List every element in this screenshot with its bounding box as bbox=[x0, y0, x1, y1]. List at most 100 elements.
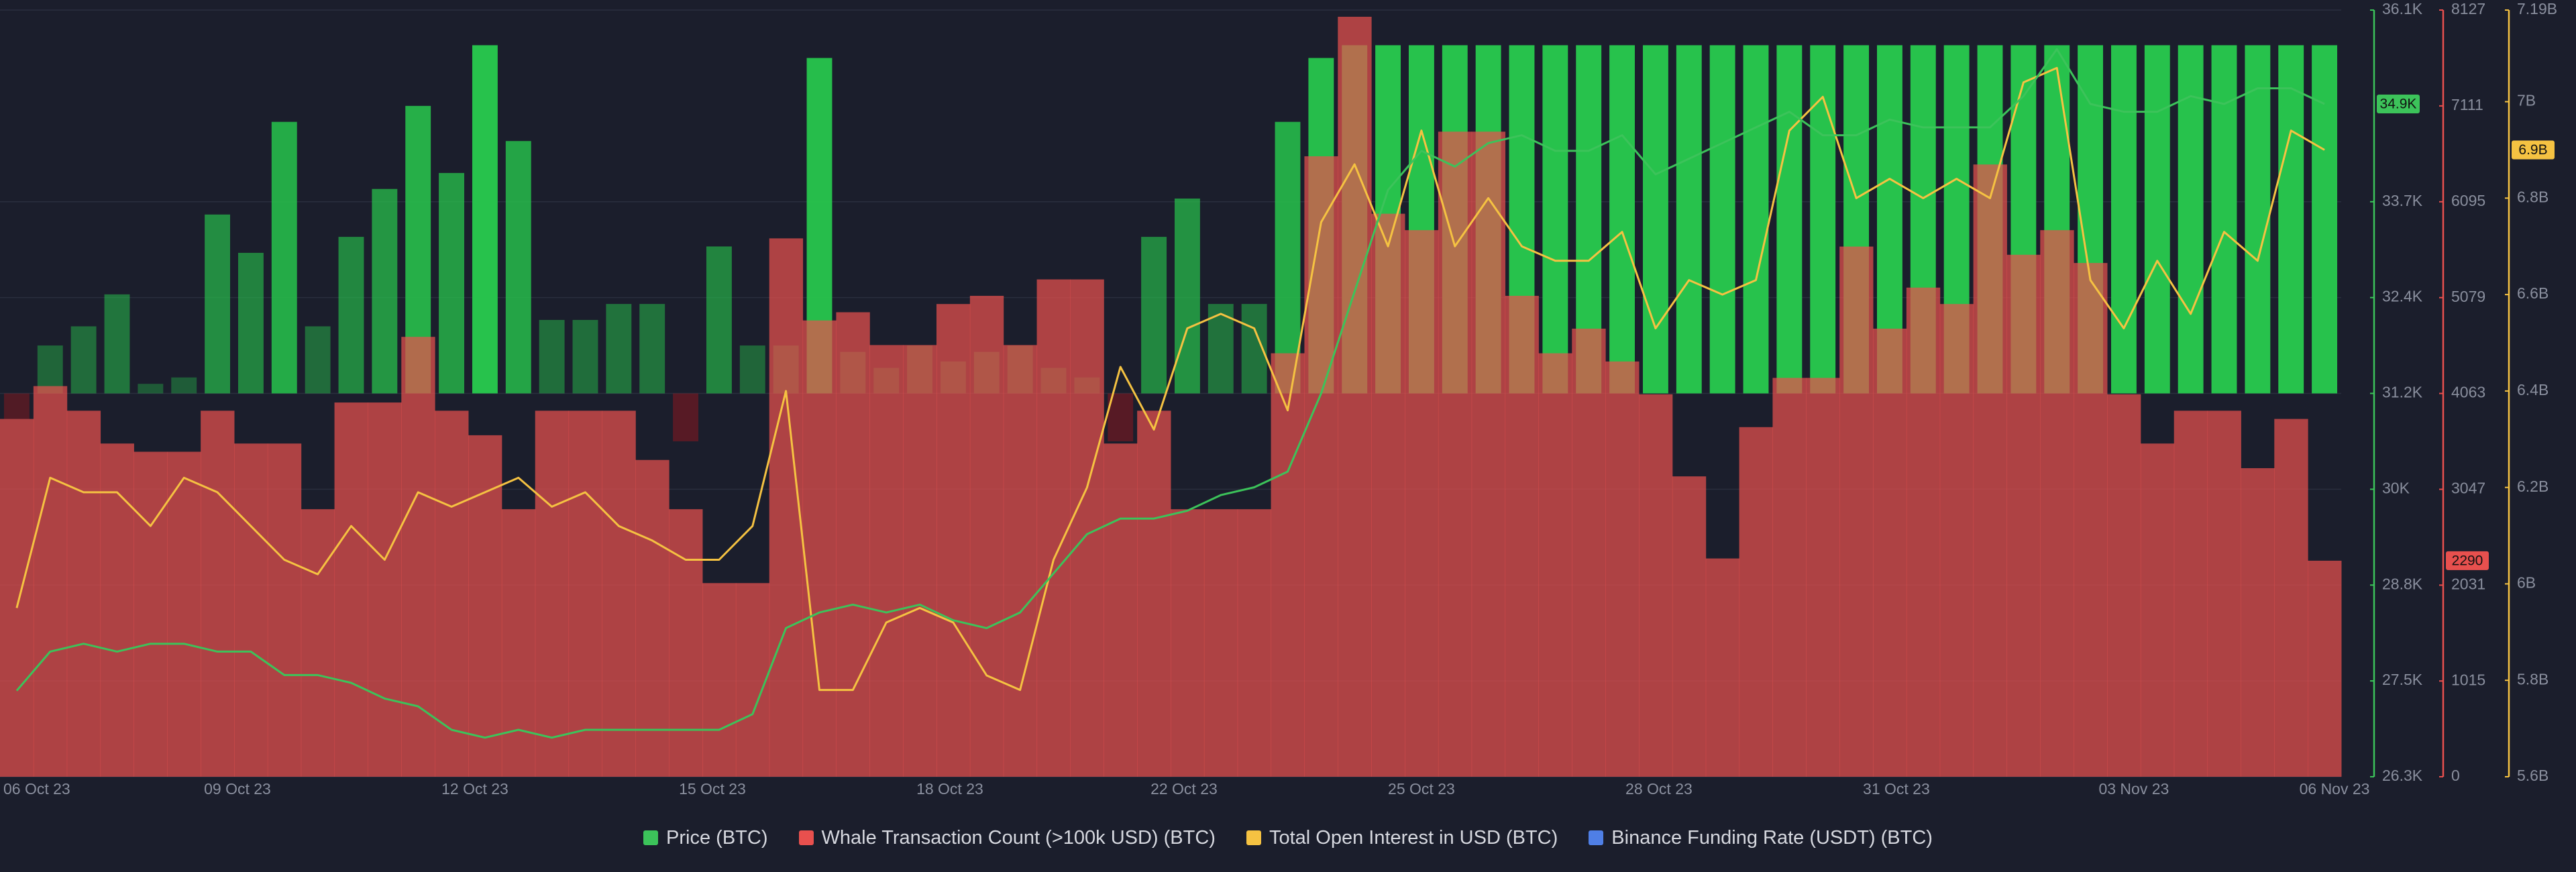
x-tick-label: 25 Oct 23 bbox=[1388, 780, 1455, 798]
whale-bar bbox=[568, 411, 602, 777]
legend-item[interactable]: Total Open Interest in USD (BTC) bbox=[1246, 827, 1558, 849]
funding-bar bbox=[372, 188, 398, 394]
funding-bar bbox=[2245, 45, 2271, 394]
funding-bar bbox=[1275, 121, 1301, 394]
whale-bar bbox=[1839, 246, 1874, 777]
funding-bar bbox=[2278, 45, 2304, 394]
y-tick-label: 1015 bbox=[2451, 671, 2485, 688]
funding-bar bbox=[305, 326, 331, 394]
y-tick-label: 32.4K bbox=[2382, 288, 2423, 305]
whale-bar bbox=[2074, 263, 2108, 777]
legend-item[interactable]: Binance Funding Rate (USDT) (BTC) bbox=[1589, 827, 1933, 849]
legend-swatch bbox=[1246, 830, 1261, 845]
y-tick-label: 7111 bbox=[2451, 96, 2483, 113]
funding-bar bbox=[2178, 45, 2204, 394]
chart: 26.3K 27.5K 28.8K 30K 31.2K 32.4K 33.7K 36.1K 0 1… bbox=[0, 0, 2557, 798]
x-tick-label: 15 Oct 23 bbox=[679, 780, 746, 798]
y-tick-label: 30K bbox=[2382, 479, 2410, 496]
whale-bar bbox=[769, 238, 804, 777]
y-tick-label: 6.4B bbox=[2517, 381, 2548, 398]
whale-bar bbox=[2140, 443, 2175, 777]
funding-bar bbox=[1542, 45, 1568, 394]
whale-bar bbox=[2308, 560, 2342, 777]
y-tick-label: 5.6B bbox=[2517, 767, 2548, 784]
y-tick-label: 6095 bbox=[2451, 192, 2485, 209]
y-tick-label: 4063 bbox=[2451, 384, 2485, 401]
value-badge bbox=[2512, 140, 2555, 160]
funding-bar bbox=[606, 304, 632, 394]
funding-bar bbox=[138, 384, 164, 394]
x-tick-label: 06 Oct 23 bbox=[3, 780, 70, 798]
whale-bar bbox=[435, 411, 469, 777]
whale-bar bbox=[1304, 156, 1338, 777]
whale-bar bbox=[1237, 509, 1272, 777]
legend-item[interactable]: Whale Transaction Count (>100k USD) (BTC… bbox=[798, 827, 1216, 849]
whale-bar bbox=[1772, 378, 1807, 777]
y-tick-label: 33.7K bbox=[2382, 192, 2423, 209]
whale-bar bbox=[0, 419, 34, 777]
whale-bar bbox=[401, 337, 435, 777]
x-tick-label: 22 Oct 23 bbox=[1150, 780, 1218, 798]
value-badge-label: 6.9B bbox=[2518, 142, 2547, 158]
funding-bar bbox=[3, 393, 30, 419]
value-badge bbox=[2446, 551, 2489, 570]
whale-bar bbox=[969, 296, 1004, 777]
legend-item[interactable]: Price (BTC) bbox=[643, 826, 768, 849]
x-tick-label: 12 Oct 23 bbox=[441, 780, 508, 798]
whale-bar bbox=[1705, 558, 1740, 777]
y-tick-label: 6.6B bbox=[2517, 284, 2548, 302]
funding-bar bbox=[2144, 45, 2170, 394]
funding-bar bbox=[1676, 45, 1702, 394]
whale-bar bbox=[903, 345, 937, 777]
y-tick-label: 5.8B bbox=[2517, 670, 2548, 688]
funding-bar bbox=[639, 304, 665, 394]
whale-bar bbox=[501, 509, 536, 777]
whale-bar bbox=[1271, 353, 1305, 777]
whale-bar bbox=[1171, 509, 1205, 777]
whale-bar bbox=[535, 411, 570, 777]
whale-bar bbox=[1873, 328, 1907, 777]
funding-bar bbox=[1642, 45, 1668, 394]
whale-bar bbox=[669, 509, 703, 777]
series-line bbox=[15, 48, 2325, 739]
funding-bar bbox=[171, 377, 197, 394]
whale-bar bbox=[1036, 279, 1071, 777]
whale-bar bbox=[2006, 254, 2041, 777]
y-tick-label: 0 bbox=[2451, 767, 2460, 784]
whale-bar bbox=[368, 402, 402, 777]
whale-bar bbox=[1438, 131, 1472, 777]
y-tick-label: 6.8B bbox=[2517, 188, 2548, 205]
funding-bar bbox=[2312, 45, 2338, 394]
funding-bar bbox=[271, 121, 297, 394]
legend-swatch bbox=[1589, 830, 1604, 845]
whale-bar bbox=[1405, 230, 1439, 777]
y-tick-label: 7.19B bbox=[2517, 0, 2557, 17]
whale-bar bbox=[301, 509, 335, 777]
whale-bar bbox=[1806, 378, 1840, 777]
legend-swatch bbox=[643, 830, 659, 845]
whale-bar bbox=[869, 345, 904, 777]
whale-bar bbox=[1104, 443, 1138, 777]
funding-bar bbox=[673, 393, 699, 441]
funding-bar bbox=[104, 294, 130, 394]
funding-bar bbox=[572, 319, 598, 394]
y-tick-label: 26.3K bbox=[2382, 767, 2423, 784]
funding-bar bbox=[472, 45, 498, 394]
whale-bar bbox=[100, 443, 134, 777]
y-tick-label: 27.5K bbox=[2382, 671, 2423, 688]
whale-bar bbox=[1338, 16, 1372, 777]
whale-bar bbox=[1572, 328, 1606, 777]
y-tick-label: 3047 bbox=[2451, 480, 2485, 497]
x-tick-label: 28 Oct 23 bbox=[1625, 780, 1693, 798]
whale-bar bbox=[702, 583, 737, 777]
legend-label: Price (BTC) bbox=[666, 826, 768, 849]
whale-bar bbox=[1371, 213, 1405, 777]
whale-bar bbox=[1939, 304, 1974, 777]
funding-bar bbox=[1709, 45, 1735, 394]
y-tick-label: 36.1K bbox=[2382, 0, 2423, 17]
funding-bar bbox=[1208, 304, 1234, 394]
whale-bar bbox=[836, 312, 870, 777]
funding-bar bbox=[739, 345, 765, 394]
whale-bar bbox=[1203, 509, 1238, 777]
